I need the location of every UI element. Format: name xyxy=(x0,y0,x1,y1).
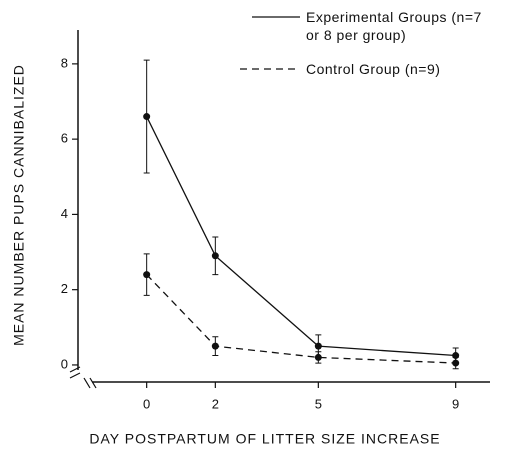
x-tick-label: 0 xyxy=(143,396,150,411)
y-tick-label: 4 xyxy=(61,206,68,221)
axis-break xyxy=(83,377,97,389)
y-tick-label: 2 xyxy=(61,281,68,296)
series-line xyxy=(146,274,456,364)
data-point xyxy=(452,359,460,367)
data-point xyxy=(211,252,219,260)
y-tick-label: 0 xyxy=(61,356,68,371)
x-tick-label: 5 xyxy=(315,396,322,411)
y-tick-label: 6 xyxy=(61,131,68,146)
data-point xyxy=(143,271,151,279)
legend-label: Experimental Groups (n=7 or 8 per group) xyxy=(306,9,482,43)
x-axis-label: DAY POSTPARTUM OF LITTER SIZE INCREASE xyxy=(89,431,440,447)
x-tick-label: 9 xyxy=(452,396,459,411)
data-point xyxy=(143,113,151,121)
series-line xyxy=(146,116,456,357)
data-point xyxy=(314,353,322,361)
data-point xyxy=(314,342,322,350)
data-point xyxy=(211,342,219,350)
y-axis-label: MEAN NUMBER PUPS CANNIBALIZED xyxy=(11,64,27,346)
legend-label: Control Group (n=9) xyxy=(306,61,441,77)
x-tick-label: 2 xyxy=(212,396,219,411)
y-tick-label: 8 xyxy=(61,55,68,70)
